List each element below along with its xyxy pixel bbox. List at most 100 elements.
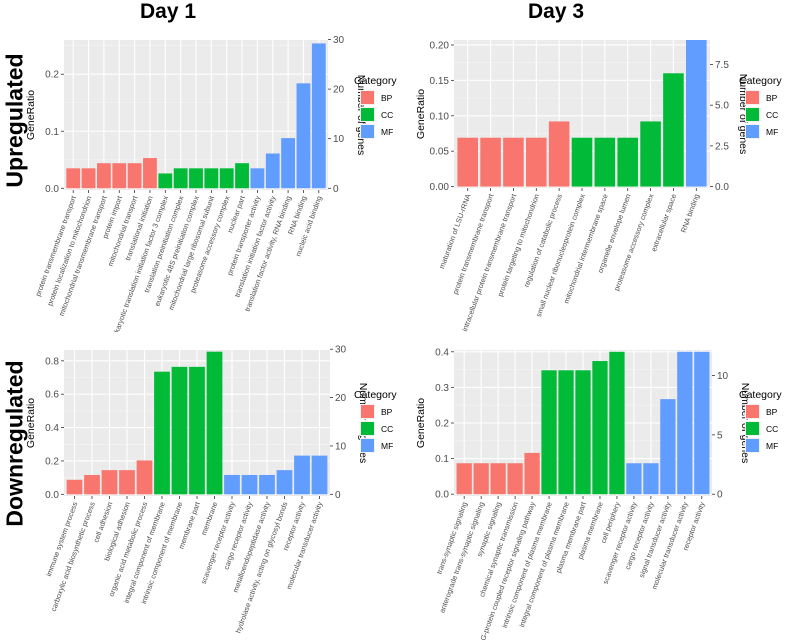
legend-label: MF (766, 127, 778, 137)
bar (575, 370, 591, 495)
right-tick-label: 30 (333, 35, 345, 46)
bar (609, 351, 625, 495)
bar (294, 455, 310, 495)
bar (548, 121, 570, 187)
bar (473, 463, 489, 495)
legend-swatch (361, 125, 374, 138)
bar (571, 137, 593, 187)
right-tick-label: 7.5 (715, 60, 729, 71)
left-tick-label: 0.2 (435, 419, 449, 430)
legend-label: MF (381, 441, 393, 451)
right-tick-label: 5.0 (715, 101, 729, 112)
legend-swatch (361, 422, 374, 435)
right-tick-label: 2.5 (715, 141, 729, 152)
bar (507, 463, 523, 495)
bar (558, 370, 574, 495)
legend-swatch (746, 422, 759, 435)
bar (640, 121, 661, 187)
x-tick-label: protein targeting to mitochondrion (496, 193, 542, 298)
column-title-day1: Day 1 (140, 0, 197, 23)
legend-label: BP (381, 407, 393, 417)
bar (265, 153, 280, 189)
legend-swatch (361, 91, 374, 104)
legend-label: BP (381, 93, 393, 103)
bar (541, 370, 557, 495)
bar (112, 163, 127, 189)
bar (694, 351, 710, 495)
bar (66, 479, 83, 495)
legend-label: CC (381, 424, 393, 434)
legend-swatch (361, 405, 374, 418)
legend: Category BP CC MF (739, 75, 782, 139)
right-tick-label: 10 (333, 134, 345, 145)
left-tick-label: 0.05 (430, 147, 450, 158)
right-tick-label: 0 (717, 490, 723, 501)
left-tick-label: 0.0 (45, 490, 59, 501)
left-axis-title: GeneRatio (25, 398, 37, 448)
bar (592, 361, 608, 495)
legend-swatch (746, 125, 759, 138)
legend-swatch (361, 439, 374, 452)
bar (171, 366, 188, 495)
bar (594, 137, 616, 187)
left-axis-title: GeneRatio (25, 90, 37, 140)
left-tick-label: 0.2 (45, 456, 59, 467)
left-tick-label: 0.3 (435, 383, 449, 394)
bar (84, 474, 100, 495)
bar (311, 43, 326, 189)
bar (127, 163, 142, 189)
bar (206, 351, 223, 495)
right-tick-label: 20 (335, 393, 347, 404)
bar (660, 399, 676, 495)
left-tick-label: 0.8 (45, 356, 59, 367)
legend-label: CC (766, 424, 778, 434)
x-tick-label: extracellular space (649, 193, 678, 253)
right-tick-label: 0.0 (715, 182, 729, 193)
legend-label: CC (766, 110, 778, 120)
right-tick-label: 0 (335, 490, 341, 501)
left-tick-label: 0.0 (45, 184, 59, 195)
legend: Category BP CC MF (354, 75, 397, 139)
left-tick-label: 0.15 (430, 76, 450, 87)
legend-label: CC (381, 110, 393, 120)
right-tick-label: 10 (717, 371, 729, 382)
legend-swatch (746, 439, 759, 452)
bar (204, 168, 219, 189)
bar (143, 158, 157, 189)
bar (136, 460, 153, 495)
bar (503, 137, 524, 187)
right-tick-label: 5 (717, 430, 723, 441)
left-tick-label: 0.4 (45, 423, 59, 434)
bar (296, 83, 311, 189)
bar (235, 163, 249, 189)
bar (224, 474, 240, 495)
bar (643, 463, 659, 495)
bar (158, 173, 173, 189)
legend: Category BP CC MF (354, 389, 397, 453)
bar (677, 351, 693, 495)
bar (686, 40, 707, 187)
bar (119, 470, 135, 495)
column-title-day3: Day 3 (528, 0, 585, 23)
left-tick-label: 0.20 (430, 40, 450, 51)
bar (97, 163, 111, 189)
x-tick-label: RNA binding (679, 193, 701, 234)
right-tick-label: 30 (335, 345, 347, 356)
bar (241, 474, 258, 495)
right-tick-label: 20 (333, 85, 345, 96)
x-tick-label: protein transmembrane transport (451, 193, 496, 296)
bar (81, 168, 96, 189)
legend-title: Category (354, 389, 397, 401)
bar (457, 137, 478, 187)
legend-label: MF (381, 127, 393, 137)
legend: Category BP CC MF (739, 389, 782, 453)
bar (281, 138, 295, 189)
x-tick-label: mitochondrial intermembrane space (562, 193, 610, 305)
legend-title: Category (354, 75, 397, 87)
legend-label: MF (766, 441, 778, 451)
legend-label: BP (766, 93, 778, 103)
bar (480, 137, 501, 187)
